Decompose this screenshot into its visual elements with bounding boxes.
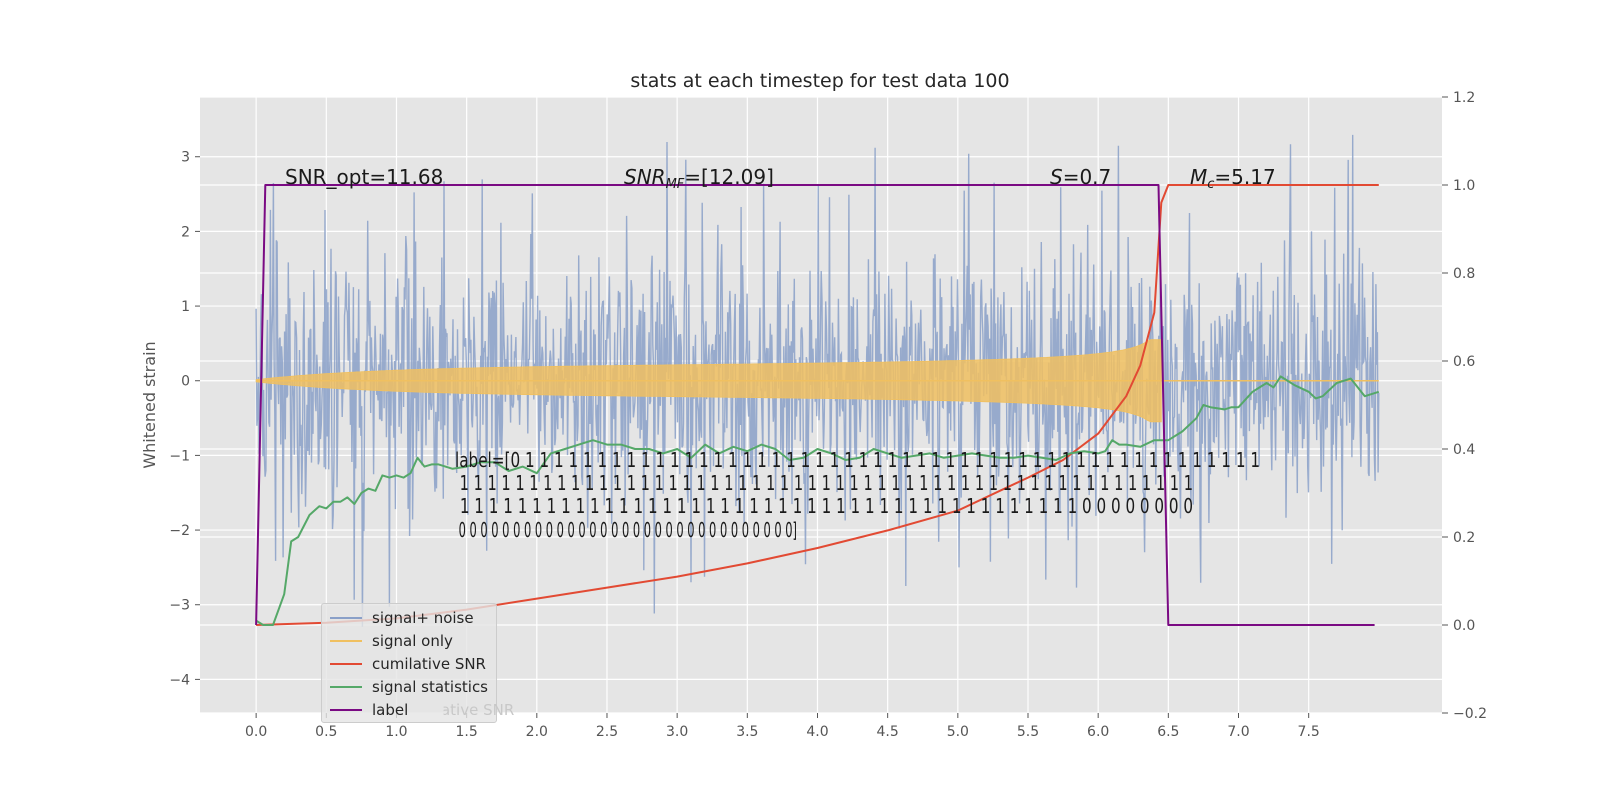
annotation-s-value: S=0.7 [1050,165,1111,189]
right-axis-series [255,184,1380,626]
legend-item: label cumilative SNR [330,699,514,721]
legend-label: signal+ noise [372,609,474,627]
y2-tick-label: 0.8 [1453,266,1475,282]
legend-ghost-text: cumilative SNR [400,701,515,719]
y2-tick-label: 0.4 [1453,442,1475,458]
y2-tick-label: 0.6 [1453,354,1475,370]
label-line [255,184,1375,626]
legend-label: signal statistics [372,678,489,696]
y2-tick-label: 0.2 [1453,530,1475,546]
legend-label: cumilative SNR [372,655,486,673]
legend-label: signal only [372,632,453,650]
x-tick-label: 5.5 [1017,724,1039,740]
annotation-label-array: label=[0 1 1 1 1 1 1 1 1 1 1 1 1 1 1 1 1… [455,448,1260,542]
legend-swatch [330,686,362,688]
label-array-line: 1 1 1 1 1 1 1 1 1 1 1 1 1 1 1 1 1 1 1 1 … [455,494,1193,518]
y2-tick-label: 1.2 [1453,90,1475,106]
x-tick-label: 7.0 [1227,724,1249,740]
y-tick-label: 2 [181,224,190,240]
x-tick-label: 4.0 [806,724,828,740]
y-tick-label: −4 [169,672,190,688]
y-tick-label: 1 [181,299,190,315]
legend-item: signal statistics [330,676,488,698]
chart-title: stats at each timestep for test data 100 [630,70,1009,92]
x-tick-label: 0.0 [245,724,267,740]
y2-tick-label: 0.0 [1453,618,1475,634]
legend-swatch [330,709,362,711]
y2-tick-label: −0.2 [1453,706,1487,722]
x-tick-label: 4.5 [877,724,899,740]
y-tick-label: −2 [169,523,190,539]
label-array-line: 1 1 1 1 1 1 1 1 1 1 1 1 1 1 1 1 1 1 1 1 … [455,471,1193,495]
annotation-snr-mf: SNRMF=[12.09] [624,165,774,192]
y2-tick-label: 1.0 [1453,178,1475,194]
x-tick-label: 2.0 [526,724,548,740]
legend-swatch [330,640,362,642]
legend-swatch [330,663,362,665]
legend-swatch [330,617,362,619]
annotation-chirp-mass: Mc=5.17 [1190,165,1276,192]
x-tick-label: 2.5 [596,724,618,740]
x-tick-label: 1.5 [456,724,478,740]
x-tick-label: 1.0 [385,724,407,740]
cumilative-snr-line [256,184,1379,626]
x-axis-ticks: 0.0 0.5 1.0 1.5 2.0 2.5 3.0 3.5 4.0 4.5 5.0 5.5 6.0 6… [245,713,1320,740]
legend-item: signal only [330,630,453,652]
legend-item: cumilative SNR [330,653,486,675]
y2-axis-ticks: 1.2 1.0 0.8 0.6 0.4 0.2 0.0 −0.2 [1442,90,1487,722]
y-axis-ticks: 3 2 1 0 −1 −2 −3 −4 [169,150,200,688]
x-tick-label: 0.5 [315,724,337,740]
signal-only-series [255,339,1379,423]
y-tick-label: −3 [169,598,190,614]
legend: signal+ noise signal only cumilative SNR… [321,603,514,723]
x-tick-label: 3.0 [666,724,688,740]
x-tick-label: 5.0 [947,724,969,740]
legend-item: signal+ noise [330,607,474,629]
y-tick-label: 3 [181,150,190,166]
annotation-snr-opt: SNR_opt=11.68 [285,165,443,189]
y-tick-label: −1 [169,448,190,464]
legend-label: label [372,701,409,719]
y-axis-label: Whitened strain [140,341,159,468]
signal-statistics-line [255,375,1380,626]
x-tick-label: 6.5 [1157,724,1179,740]
x-tick-label: 3.5 [736,724,758,740]
x-tick-label: 7.5 [1298,724,1320,740]
y-tick-label: 0 [181,374,190,390]
x-tick-label: 6.0 [1087,724,1109,740]
label-array-line: 0 0 0 0 0 0 0 0 0 0 0 0 0 0 0 0 0 0 0 0 … [455,518,797,542]
label-array-line: label=[0 1 1 1 1 1 1 1 1 1 1 1 1 1 1 1 1… [455,448,1260,472]
